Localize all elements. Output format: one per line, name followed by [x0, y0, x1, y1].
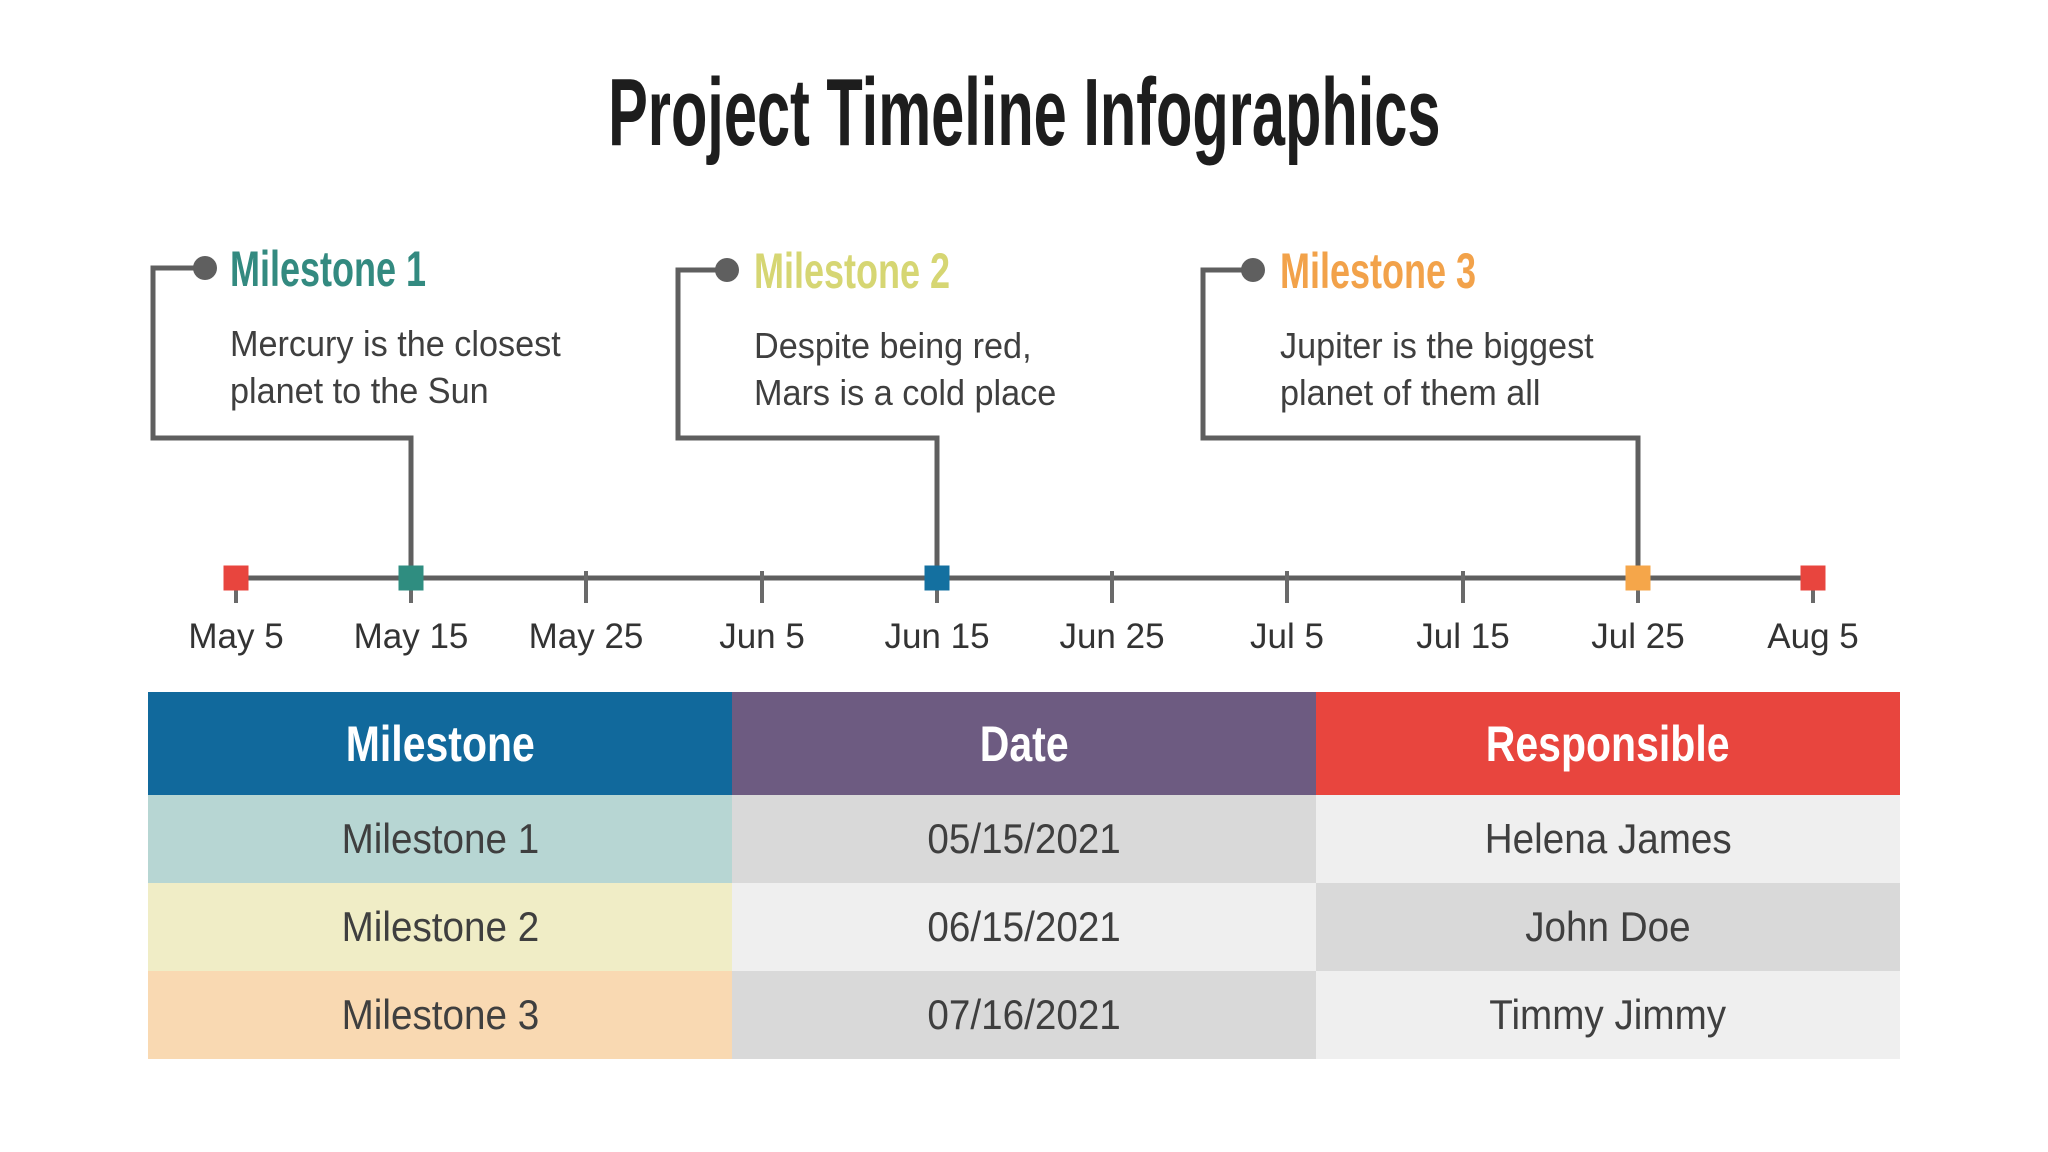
table-row-2-responsible-value: John Doe: [1525, 903, 1691, 950]
milestone-2-description-line2: Mars is a cold place: [754, 372, 1057, 413]
tick-label-jul-5: Jul 5: [1250, 617, 1324, 656]
table-header-milestone-label: Milestone: [345, 715, 535, 772]
milestone-3-connector-line: [1200, 267, 1641, 578]
tick-label-may-5: May 5: [188, 617, 283, 656]
tick-label-jun-15: Jun 15: [884, 617, 989, 656]
table-row-3-date-value: 07/16/2021: [927, 991, 1121, 1038]
milestone-3-description-line1: Jupiter is the biggest: [1280, 325, 1594, 366]
table-row-1-responsible-value: Helena James: [1484, 815, 1732, 862]
tick-label-aug-5: Aug 5: [1767, 617, 1858, 656]
milestone-2-callout: Milestone 2 Despite being red, Mars is a…: [754, 246, 1072, 416]
table-row-1-milestone-value: Milestone 1: [341, 815, 539, 862]
milestone-1-dot: [193, 256, 217, 280]
milestone-1-connector-line: [150, 265, 414, 578]
table-header-responsible: Responsible: [1316, 692, 1900, 795]
marker-milestone-2: [924, 565, 950, 591]
milestone-2-connector-line: [675, 267, 940, 578]
milestone-3-description-line2: planet of them all: [1280, 372, 1541, 413]
tick-label-may-25: May 25: [529, 617, 644, 656]
timeline-graphic: May 5 May 15 May 25 Jun 5 Jun 15 Jun 25 …: [150, 256, 1859, 656]
table-row-2-milestone-cell: Milestone 2: [148, 883, 732, 971]
milestone-2-description: Despite being red, Mars is a cold place: [754, 322, 1056, 416]
table-row-2-milestone-value: Milestone 2: [341, 903, 539, 950]
table-row-1-date-value: 05/15/2021: [927, 815, 1121, 862]
milestone-3-dot: [1241, 258, 1265, 282]
milestones-table: Milestone Date Responsible Milestone 1 0…: [148, 692, 1900, 1059]
milestone-1-description-line1: Mercury is the closest: [230, 323, 561, 364]
table-row-3-responsible-cell: Timmy Jimmy: [1316, 971, 1900, 1059]
tick-label-may-15: May 15: [354, 617, 469, 656]
table-row-1-date-cell: 05/15/2021: [732, 795, 1316, 883]
tick-label-jul-15: Jul 15: [1416, 617, 1509, 656]
milestone-1-description-line2: planet to the Sun: [230, 370, 489, 411]
marker-start: [223, 565, 249, 591]
table-header-date-label: Date: [979, 715, 1069, 772]
table-header-responsible-label: Responsible: [1486, 715, 1730, 772]
marker-milestone-3: [1625, 565, 1651, 591]
tick-label-jun-25: Jun 25: [1059, 617, 1164, 656]
table-row-3-date-cell: 07/16/2021: [732, 971, 1316, 1059]
table-row-1-milestone-cell: Milestone 1: [148, 795, 732, 883]
page-title: Project Timeline Infographics: [607, 59, 1441, 166]
page-header: Project Timeline Infographics: [0, 58, 2048, 168]
tick-label-jun-5: Jun 5: [719, 617, 805, 656]
milestone-3-callout: Milestone 3 Jupiter is the biggest plane…: [1280, 246, 1610, 416]
milestone-3-description: Jupiter is the biggest planet of them al…: [1280, 322, 1594, 416]
milestone-2-label: Milestone 2: [754, 243, 951, 299]
table-row-3-milestone-value: Milestone 3: [341, 991, 539, 1038]
table-row-3-responsible-value: Timmy Jimmy: [1489, 991, 1727, 1038]
milestone-2-dot: [715, 258, 739, 282]
table-header-milestone: Milestone: [148, 692, 732, 795]
table-row-2-date-cell: 06/15/2021: [732, 883, 1316, 971]
milestone-1-description: Mercury is the closest planet to the Sun: [230, 320, 561, 414]
table-row-3-milestone-cell: Milestone 3: [148, 971, 732, 1059]
table-row-1-responsible-cell: Helena James: [1316, 795, 1900, 883]
milestone-1-callout: Milestone 1 Mercury is the closest plane…: [230, 244, 578, 414]
marker-milestone-1: [398, 565, 424, 591]
table-header-date: Date: [732, 692, 1316, 795]
tick-label-jul-25: Jul 25: [1591, 617, 1684, 656]
marker-end: [1800, 565, 1826, 591]
table-row-2-responsible-cell: John Doe: [1316, 883, 1900, 971]
milestone-1-label: Milestone 1: [230, 241, 427, 297]
table-row-2-date-value: 06/15/2021: [927, 903, 1121, 950]
milestone-3-label: Milestone 3: [1280, 243, 1477, 299]
milestone-2-description-line1: Despite being red,: [754, 325, 1032, 366]
